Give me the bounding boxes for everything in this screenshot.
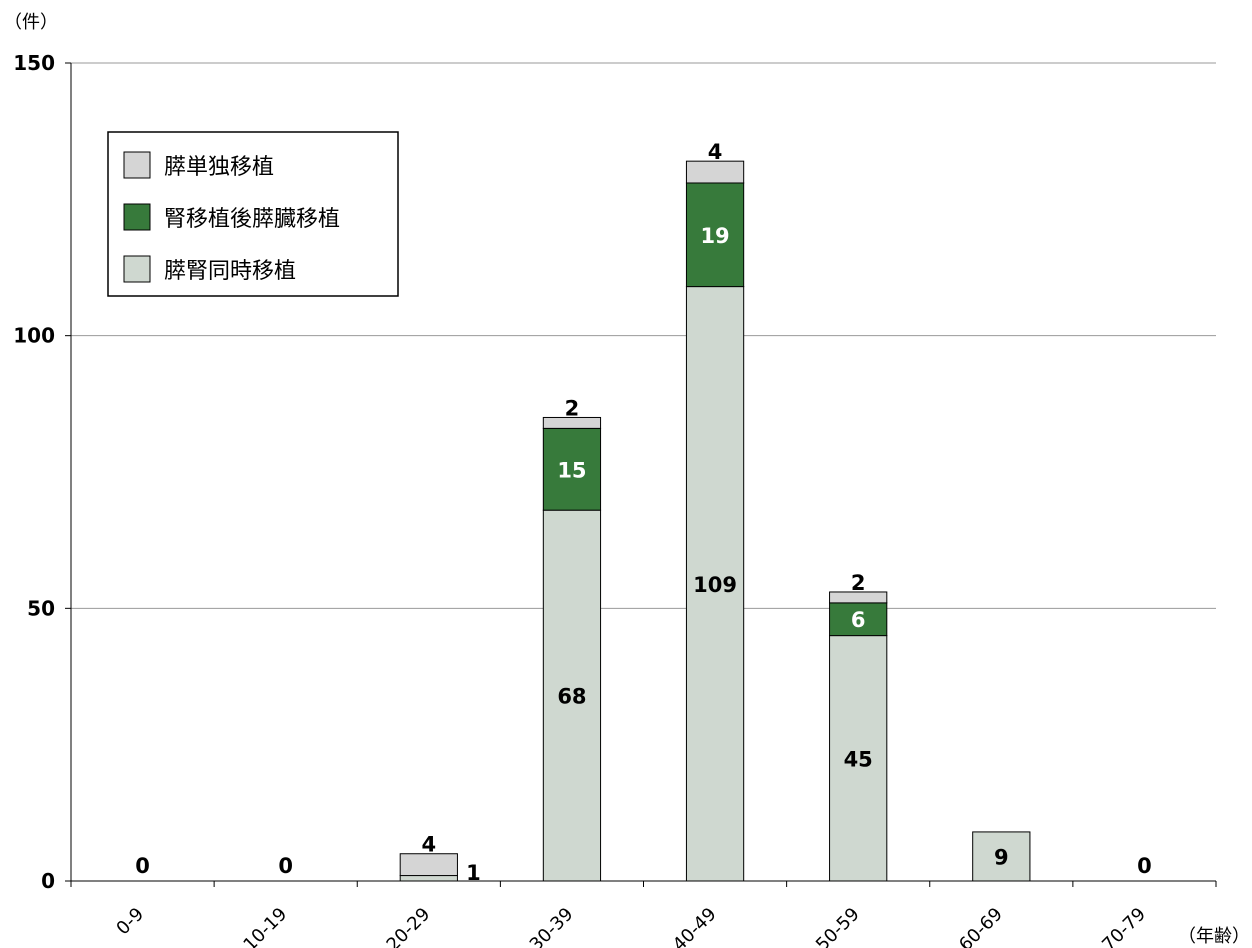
data-labels: 0 0 4 1 68 15 2 109 19 4 45 6 2 9 0 — [135, 140, 1152, 885]
bar-20-29-膵腎同時移植 — [399, 875, 458, 882]
x-tick-label-70-79: 70-79 — [1098, 904, 1150, 948]
bar-50-59-膵単独移植 — [829, 591, 888, 604]
legend-swatch-2 — [123, 255, 151, 283]
x-tick-label-50-59: 50-59 — [812, 904, 864, 948]
bar-40-49-膵単独移植 — [685, 160, 745, 184]
y-tick-label-0: 0 — [41, 869, 55, 893]
data-label-70-79-14: 0 — [1137, 854, 1152, 878]
legend-label-0: 膵単独移植 — [164, 155, 274, 180]
data-label-60-69-13: 9 — [994, 845, 1009, 869]
data-label-50-59-11: 6 — [851, 608, 866, 632]
x-axis-title: （年齢） — [1178, 926, 1250, 947]
data-label-40-49-9: 4 — [708, 140, 723, 164]
x-tick-label-0-9: 0-9 — [112, 904, 148, 940]
x-tick-label-20-29: 20-29 — [383, 904, 435, 948]
y-axis-title: （件） — [4, 12, 58, 33]
x-tick-label-60-69: 60-69 — [955, 904, 1007, 948]
y-tick-label-50: 50 — [27, 596, 55, 620]
data-label-10-19-1: 0 — [278, 854, 293, 878]
data-label-50-59-12: 2 — [851, 571, 866, 595]
y-tick-label-100: 100 — [13, 324, 55, 348]
data-label-30-39-5: 15 — [557, 458, 586, 482]
x-tick-label-10-19: 10-19 — [239, 904, 291, 948]
bars — [399, 160, 1031, 882]
legend-label-2: 膵腎同時移植 — [164, 259, 296, 284]
legend-swatch-1 — [123, 203, 151, 231]
data-label-40-49-8: 19 — [700, 224, 729, 248]
x-tick-label-40-49: 40-49 — [669, 904, 721, 948]
bar-30-39-膵単独移植 — [542, 416, 602, 429]
bar-40-49-腎移植後膵臓移植 — [685, 182, 745, 288]
gridlines — [71, 62, 1216, 609]
data-label-30-39-4: 68 — [557, 685, 586, 709]
data-label-50-59-10: 45 — [844, 747, 873, 771]
bar-20-29-膵単独移植 — [399, 853, 458, 877]
data-label-20-29-3: 1 — [466, 861, 481, 885]
bar-30-39-膵腎同時移植 — [542, 509, 602, 882]
data-label-20-29-2: 4 — [422, 833, 437, 857]
legend-box — [107, 131, 399, 297]
data-label-0-9-0: 0 — [135, 854, 150, 878]
x-tick-label-30-39: 30-39 — [526, 904, 578, 948]
data-label-30-39-6: 2 — [565, 396, 580, 420]
legend-swatch-0 — [123, 151, 151, 179]
data-label-40-49-7: 109 — [693, 573, 737, 597]
legend-label-1: 腎移植後膵臓移植 — [164, 207, 340, 232]
y-tick-label-150: 150 — [13, 51, 55, 75]
